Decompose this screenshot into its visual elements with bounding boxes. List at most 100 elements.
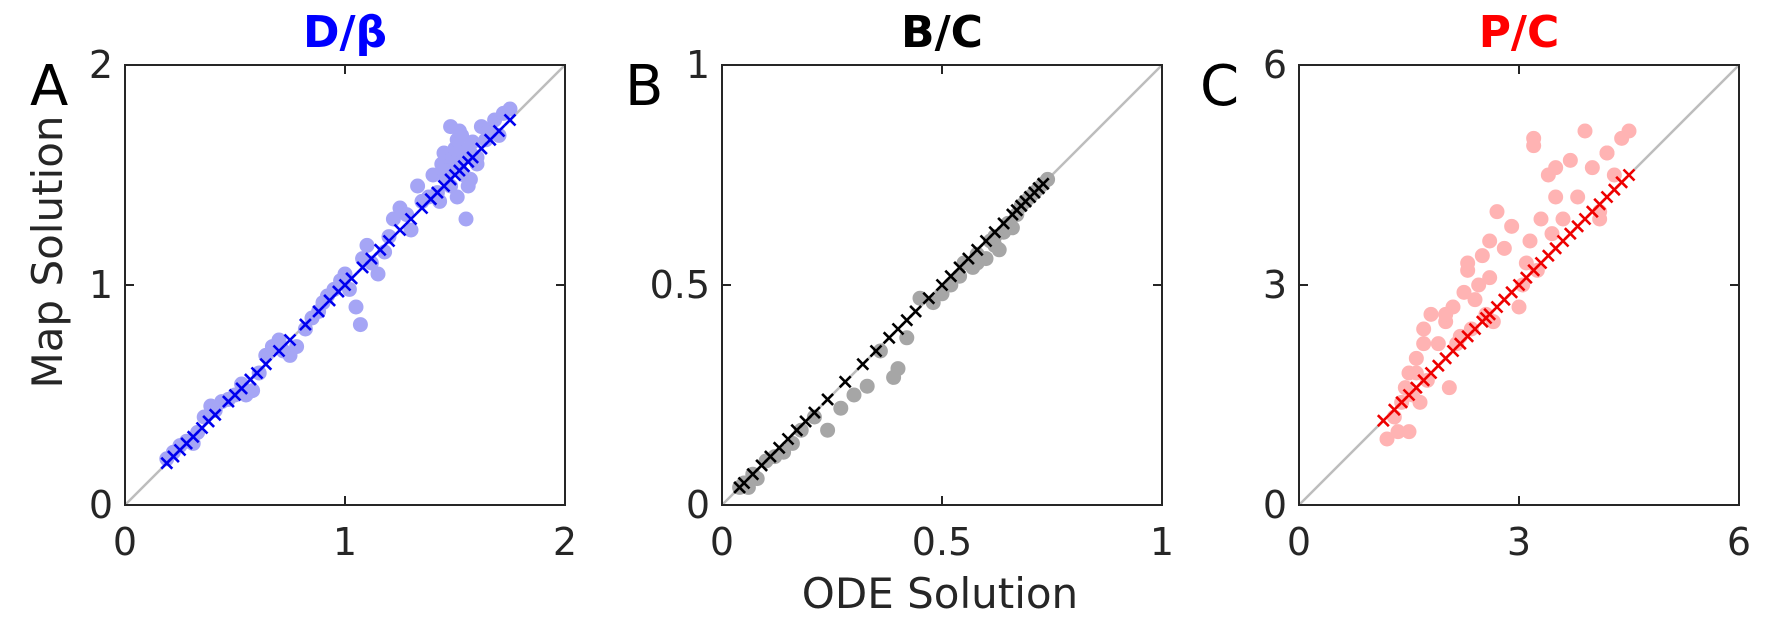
panel-c-point-circle bbox=[1599, 145, 1615, 161]
panel-b-ytick-label: 0 bbox=[686, 483, 710, 527]
panel-c-point-circle bbox=[1544, 226, 1560, 242]
panel-b-point-circle bbox=[833, 400, 849, 416]
panel-a-point-circle bbox=[359, 237, 375, 253]
y-axis-label: Map Solution bbox=[23, 115, 72, 388]
panel-a-point-circle bbox=[363, 255, 379, 271]
panel-c-point-circle bbox=[1482, 270, 1498, 286]
panel-b-point-circle bbox=[890, 361, 906, 377]
panel-a-point-cross bbox=[259, 357, 273, 371]
panel-c-point-circle bbox=[1584, 160, 1600, 176]
panel-c-point-circle bbox=[1515, 277, 1531, 293]
panel-b-point-cross bbox=[1036, 177, 1050, 191]
panel-c-point-circle bbox=[1570, 189, 1586, 205]
panel-b-point-cross bbox=[909, 304, 923, 318]
panel-b-point-circle bbox=[969, 255, 985, 271]
panel-c-point-circle bbox=[1485, 314, 1501, 330]
panel-a-point-cross bbox=[272, 344, 286, 358]
panel-b-point-cross bbox=[838, 375, 852, 389]
panel-a-xtick-label: 0 bbox=[113, 520, 137, 564]
panel-b-xtick-label: 0.5 bbox=[912, 520, 972, 564]
panel-a-point-circle bbox=[337, 266, 353, 282]
panel-a-point-circle bbox=[491, 127, 507, 143]
panel-c-point-circle bbox=[1511, 299, 1527, 315]
panel-a-point-circle bbox=[245, 383, 261, 399]
panel-c-point-circle bbox=[1419, 372, 1435, 388]
panel-c-point-circle bbox=[1562, 152, 1578, 168]
panel-c-xtick-label: 6 bbox=[1727, 520, 1751, 564]
panel-a-point-cross bbox=[208, 408, 222, 422]
panel-c-point-circle bbox=[1430, 336, 1446, 352]
panel-c-point-circle bbox=[1401, 424, 1417, 440]
panel-b-point-circle bbox=[872, 343, 888, 359]
panel-c-point-circle bbox=[1467, 292, 1483, 308]
panel-a-point-cross bbox=[492, 124, 506, 138]
panel-c-ytick-label: 6 bbox=[1263, 43, 1287, 87]
panel-a-letter: A bbox=[30, 54, 68, 119]
panel-c-point-circle bbox=[1504, 218, 1520, 234]
panel-a-point-circle bbox=[449, 189, 465, 205]
panel-c-point-circle bbox=[1408, 350, 1424, 366]
panel-c-point-circle bbox=[1416, 336, 1432, 352]
panel-c-point-circle bbox=[1621, 123, 1637, 139]
panel-b-point-circle bbox=[987, 237, 1003, 253]
panel-c-letter: C bbox=[1200, 54, 1239, 119]
panel-c-point-circle bbox=[1533, 211, 1549, 227]
panel-b-point-circle bbox=[859, 378, 875, 394]
panel-b-point-cross bbox=[856, 357, 870, 371]
panel-b-point-circle bbox=[806, 409, 822, 425]
panel-b-title: B/C bbox=[901, 7, 983, 58]
panel-c-xtick-label: 3 bbox=[1507, 520, 1531, 564]
panel-a-point-circle bbox=[451, 123, 467, 139]
panel-b-point-circle bbox=[846, 387, 862, 403]
panel-a-point-cross bbox=[345, 271, 359, 285]
panel-a-ytick-label: 0 bbox=[89, 483, 113, 527]
panel-c-point-circle bbox=[1555, 211, 1571, 227]
panel-a-point-cross bbox=[283, 333, 297, 347]
panel-a-point-circle bbox=[410, 178, 426, 194]
panel-a-point-cross bbox=[312, 304, 326, 318]
x-axis-label: ODE Solution bbox=[802, 569, 1078, 618]
panel-a-title: D/β bbox=[303, 7, 387, 58]
panel-a-point-cross bbox=[503, 113, 517, 127]
panel-a-point-circle bbox=[460, 141, 476, 157]
panel-c-point-circle bbox=[1482, 233, 1498, 249]
panel-b-xtick-label: 0 bbox=[710, 520, 734, 564]
panel-a-point-circle bbox=[370, 266, 386, 282]
panel-b-letter: B bbox=[625, 54, 663, 119]
panel-c-point-circle bbox=[1471, 277, 1487, 293]
panel-a-xtick-label: 2 bbox=[553, 520, 577, 564]
panel-c-xtick-label: 0 bbox=[1287, 520, 1311, 564]
panel-a-point-circle bbox=[478, 132, 494, 148]
panel-b-point-cross bbox=[807, 406, 821, 420]
panel-b-ytick-label: 0.5 bbox=[650, 263, 710, 307]
panel-c-point-circle bbox=[1548, 189, 1564, 205]
panel-c-point-circle bbox=[1412, 394, 1428, 410]
panel-c-point-cross bbox=[1376, 414, 1390, 428]
panel-b-point-cross bbox=[821, 392, 835, 406]
panel-c-point-circle bbox=[1460, 255, 1476, 271]
panel-b-point-cross bbox=[869, 344, 883, 358]
panel-c-point-circle bbox=[1416, 321, 1432, 337]
panel-c-point-circle bbox=[1548, 160, 1564, 176]
panel-c-point-circle bbox=[1529, 262, 1545, 278]
panel-c-title: P/C bbox=[1479, 7, 1560, 58]
panel-c-point-circle bbox=[1463, 321, 1479, 337]
panel-c-point-circle bbox=[1522, 233, 1538, 249]
panel-c-point-circle bbox=[1489, 204, 1505, 220]
panel-b-point-circle bbox=[820, 422, 836, 438]
panel-c-point-circle bbox=[1456, 284, 1472, 300]
panel-a-point-circle bbox=[381, 229, 397, 245]
panel-c-point-circle bbox=[1577, 123, 1593, 139]
panel-b-point-circle bbox=[793, 422, 809, 438]
panel-a-point-circle bbox=[251, 365, 267, 381]
panel-c-point-circle bbox=[1390, 424, 1406, 440]
panel-a-point-circle bbox=[385, 211, 401, 227]
panel-a-point-circle bbox=[462, 171, 478, 187]
panel-b-xtick-label: 1 bbox=[1150, 520, 1174, 564]
panel-c-point-circle bbox=[1386, 409, 1402, 425]
panel-a-xtick-label: 1 bbox=[333, 520, 357, 564]
panel-a-point-cross bbox=[393, 223, 407, 237]
panel-a-ytick-label: 2 bbox=[89, 43, 113, 87]
panel-c-point-circle bbox=[1474, 248, 1490, 264]
